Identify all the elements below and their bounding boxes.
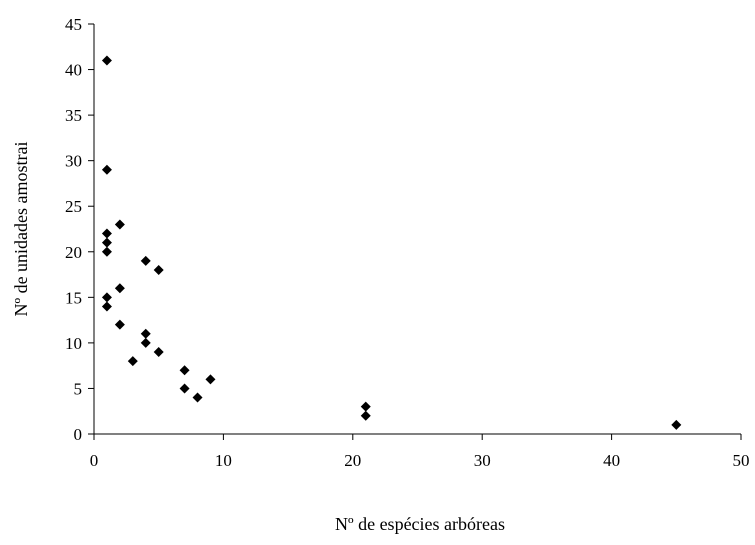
data-point — [141, 338, 151, 348]
data-point — [102, 247, 112, 257]
ticks: 0 5 10 15 20 25 30 35 40 45 0 10 20 30 40 50 — [65, 15, 750, 470]
data-point — [180, 365, 190, 375]
x-axis-title: Nº de espécies arbóreas — [335, 514, 505, 534]
data-point — [102, 238, 112, 248]
x-tick-label: 40 — [603, 451, 620, 470]
data-point — [141, 256, 151, 266]
x-tick-label: 0 — [90, 451, 99, 470]
x-tick-label: 10 — [215, 451, 232, 470]
data-point — [361, 402, 371, 412]
data-point — [128, 356, 138, 366]
data-point — [102, 55, 112, 65]
x-tick-label: 30 — [474, 451, 491, 470]
data-point — [154, 347, 164, 357]
data-point — [102, 292, 112, 302]
data-point — [141, 329, 151, 339]
y-tick-label: 30 — [65, 152, 82, 171]
data-point — [205, 374, 215, 384]
data-point — [115, 320, 125, 330]
y-tick-label: 20 — [65, 243, 82, 262]
data-point — [361, 411, 371, 421]
x-tick-label: 50 — [733, 451, 750, 470]
data-point — [115, 283, 125, 293]
data-point — [115, 219, 125, 229]
y-tick-label: 35 — [65, 106, 82, 125]
data-point — [193, 393, 203, 403]
x-tick-label: 20 — [344, 451, 361, 470]
data-point — [671, 420, 681, 430]
y-tick-label: 25 — [65, 197, 82, 216]
data-point — [102, 301, 112, 311]
axes — [94, 24, 741, 434]
data-point — [102, 165, 112, 175]
y-tick-label: 0 — [74, 425, 83, 444]
data-point — [180, 383, 190, 393]
y-tick-label: 40 — [65, 61, 82, 80]
y-tick-label: 45 — [65, 15, 82, 34]
data-point — [102, 229, 112, 239]
y-tick-label: 5 — [74, 379, 83, 398]
y-tick-label: 15 — [65, 288, 82, 307]
data-point — [154, 265, 164, 275]
y-tick-label: 10 — [65, 334, 82, 353]
data-points — [102, 55, 681, 429]
y-axis-title: Nº de unidades amostrai — [11, 141, 31, 316]
